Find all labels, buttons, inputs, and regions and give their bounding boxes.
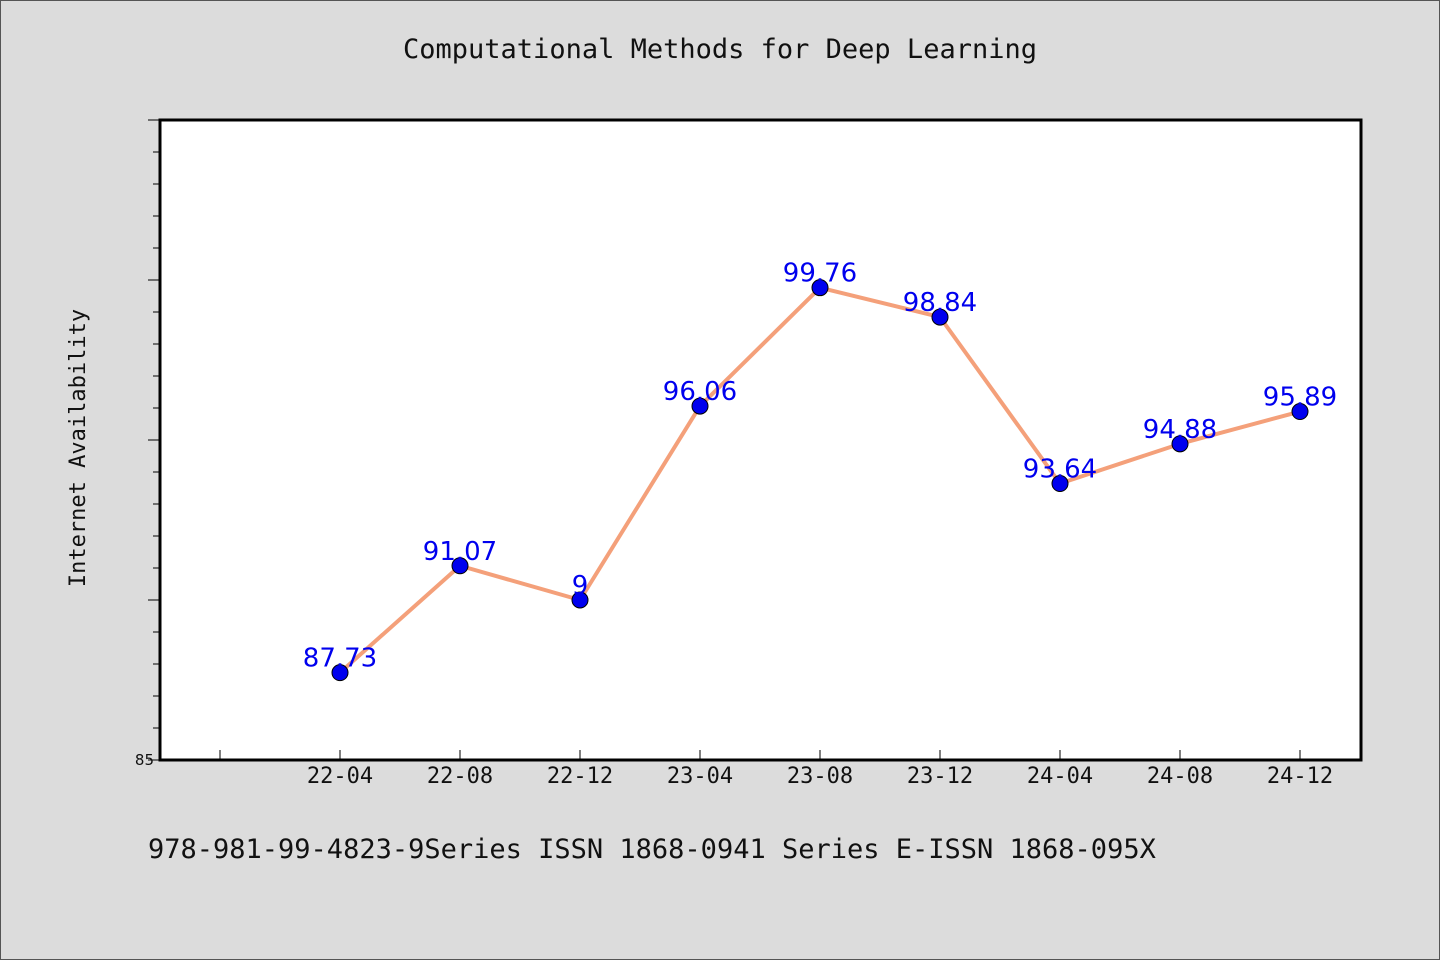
y-tick-label: 85 xyxy=(135,751,154,769)
data-label: 87.73 xyxy=(303,644,377,674)
data-point xyxy=(1291,403,1309,421)
data-point xyxy=(451,557,469,575)
data-point xyxy=(811,279,829,297)
data-point xyxy=(571,591,589,609)
x-tick-label: 24-04 xyxy=(1027,764,1093,789)
data-label: 98.84 xyxy=(903,288,977,318)
data-label: 91.07 xyxy=(423,537,497,567)
data-point xyxy=(1051,475,1069,493)
x-tick-label: 24-12 xyxy=(1267,764,1333,789)
footer-text: 978-981-99-4823-9Series ISSN 1868-0941 S… xyxy=(148,834,1156,865)
x-tick-label: 22-12 xyxy=(547,764,613,789)
data-label: 96.06 xyxy=(663,377,737,407)
x-axis-tick-labels: 22-04 22-08 22-12 23-04 23-08 23-12 24-04 24-08… xyxy=(307,764,1333,789)
data-points xyxy=(331,279,1309,682)
data-point xyxy=(1171,435,1189,453)
y-axis-tick-labels: 85 xyxy=(135,751,154,769)
data-labels: 87.73 91.07 9 96.06 99.76 98.84 93.64 94.88 95.8… xyxy=(303,259,1337,674)
data-label: 93.64 xyxy=(1023,455,1097,485)
x-tick-label: 22-08 xyxy=(427,764,493,789)
x-tick-label: 24-08 xyxy=(1147,764,1213,789)
x-tick-label: 23-08 xyxy=(787,764,853,789)
x-axis-ticks xyxy=(219,750,1301,760)
data-label: 94.88 xyxy=(1143,415,1217,445)
data-point xyxy=(931,308,949,326)
data-label: 95.89 xyxy=(1263,383,1337,413)
y-axis-title: Internet Availability xyxy=(66,309,91,587)
chart-title: Computational Methods for Deep Learning xyxy=(403,34,1037,65)
x-tick-label: 23-12 xyxy=(907,764,973,789)
x-tick-label: 22-04 xyxy=(307,764,373,789)
x-tick-label: 23-04 xyxy=(667,764,733,789)
data-label: 99.76 xyxy=(783,259,857,289)
data-label: 9 xyxy=(572,571,589,601)
y-axis-ticks xyxy=(148,119,160,761)
data-point xyxy=(691,397,709,415)
data-point xyxy=(331,664,349,682)
